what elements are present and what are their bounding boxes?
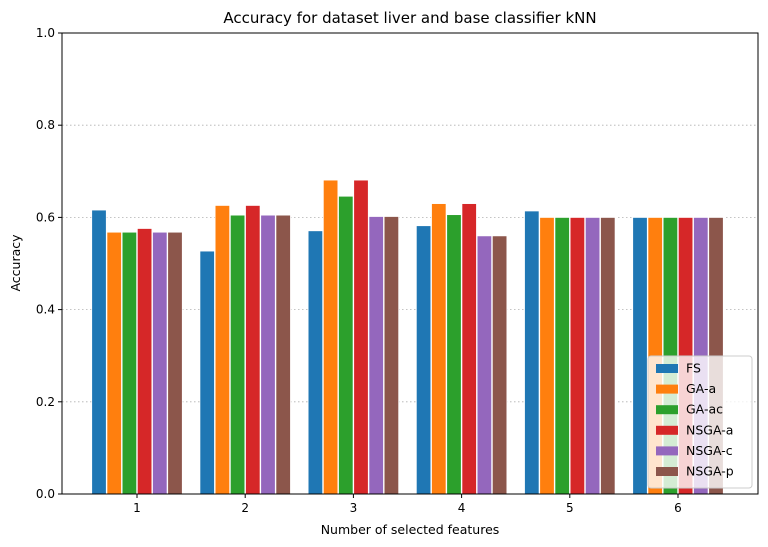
x-tick-label: 1 (133, 501, 141, 515)
legend-swatch-ga-a (656, 384, 678, 394)
y-axis-ticks: 0.0 0.2 0.4 0.6 0.8 1.0 (36, 26, 62, 501)
bars (91, 179, 724, 495)
bar-nsga-p-1 (167, 231, 183, 495)
legend-swatch-ga-ac (656, 405, 678, 415)
bar-fs-1 (91, 209, 107, 495)
x-tick-label: 5 (566, 501, 574, 515)
bar-nsga-c-1 (152, 231, 168, 495)
bar-nsga-a-1 (136, 228, 153, 495)
bar-fs-4 (415, 225, 432, 495)
bar-nsga-a-2 (245, 205, 261, 495)
bar-ga-ac-4 (446, 214, 462, 495)
bar-ga-a-1 (106, 231, 122, 495)
y-tick-label: 0.4 (36, 303, 55, 317)
bar-ga-a-2 (214, 205, 231, 495)
x-tick-label: 6 (674, 501, 682, 515)
bar-ga-ac-2 (229, 214, 246, 495)
bar-nsga-p-4 (491, 235, 508, 495)
bar-nsga-a-5 (569, 216, 586, 495)
legend-swatch-nsga-a (656, 425, 678, 435)
y-axis-label: Accuracy (8, 234, 23, 292)
x-axis-label: Number of selected features (321, 522, 500, 537)
bar-nsga-p-2 (275, 214, 291, 495)
legend-swatch-nsga-c (656, 446, 678, 456)
x-tick-label: 2 (241, 501, 249, 515)
bar-fs-3 (307, 230, 324, 495)
legend-label-nsga-a: NSGA-a (686, 422, 733, 437)
legend-label-nsga-c: NSGA-c (686, 443, 733, 458)
bar-fs-5 (524, 210, 540, 495)
bar-ga-a-3 (322, 179, 339, 495)
legend-swatch-nsga-p (656, 467, 678, 476)
y-tick-label: 0.6 (36, 210, 55, 224)
plot-frame (61, 32, 759, 495)
bar-nsga-c-4 (476, 235, 493, 495)
x-axis-ticks: 1 2 3 4 5 6 (133, 494, 682, 515)
bar-nsga-c-2 (260, 214, 276, 495)
bar-ga-ac-1 (121, 231, 138, 495)
y-tick-label: 0.2 (36, 395, 55, 409)
bar-nsga-c-5 (584, 216, 601, 495)
bar-nsga-p-3 (383, 216, 400, 495)
bar-ga-ac-5 (554, 216, 570, 495)
bar-ga-a-4 (431, 203, 447, 495)
bar-fs-6 (632, 216, 648, 495)
y-tick-label: 0.0 (36, 487, 55, 501)
legend-label-nsga-p: NSGA-p (686, 464, 734, 479)
bar-nsga-p-5 (600, 216, 616, 495)
y-tick-label: 1.0 (36, 26, 55, 40)
bar-fs-2 (199, 250, 215, 495)
legend-swatch-fs (656, 364, 678, 373)
legend-label-ga-ac: GA-ac (686, 402, 723, 417)
bar-nsga-c-3 (368, 216, 384, 495)
chart-title: Accuracy for dataset liver and base clas… (223, 9, 596, 27)
x-tick-label: 4 (458, 501, 466, 515)
legend-label-fs: FS (686, 361, 701, 376)
y-tick-label: 0.8 (36, 118, 55, 132)
legend-label-ga-a: GA-a (686, 381, 716, 396)
bar-nsga-a-4 (461, 203, 477, 495)
bar-ga-a-5 (539, 216, 555, 495)
legend: FS GA-a GA-ac NSGA-a NSGA-c NSGA-p (647, 355, 753, 489)
x-tick-label: 3 (350, 501, 358, 515)
bar-ga-ac-3 (338, 195, 354, 495)
bar-nsga-a-3 (353, 179, 369, 495)
